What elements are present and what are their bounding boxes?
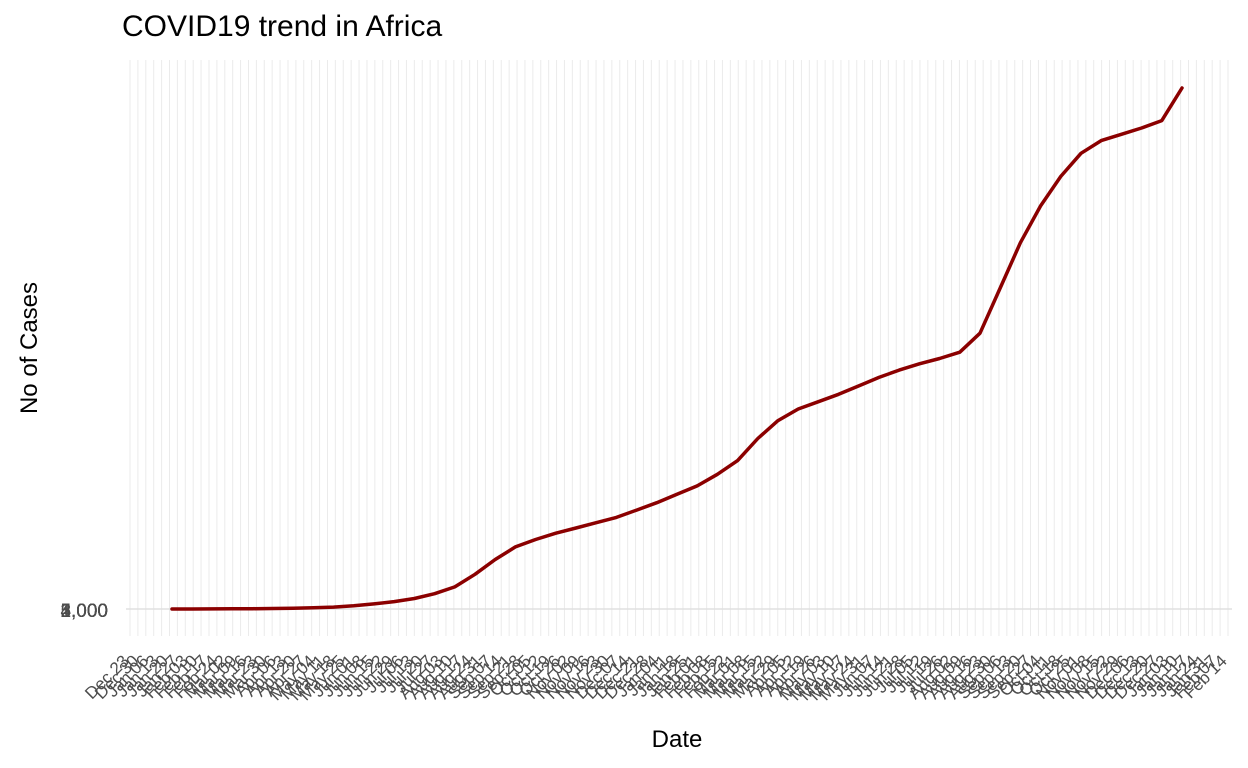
y-tick-label: 4,000 (60, 601, 108, 622)
y-tick-label: 1,000 (60, 601, 108, 622)
y-tick-label: 5,000 (60, 601, 108, 622)
y-tick-label: 2,000 (60, 601, 108, 622)
series-line (170, 86, 1184, 611)
y-tick-label: 3,000 (60, 601, 108, 622)
x-axis-label: Date (651, 726, 703, 753)
chart-title: COVID19 trend in Africa (122, 10, 443, 43)
